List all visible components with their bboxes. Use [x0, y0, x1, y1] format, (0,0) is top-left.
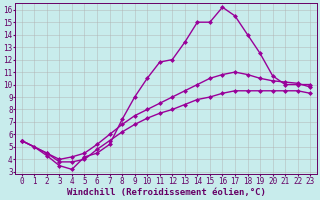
X-axis label: Windchill (Refroidissement éolien,°C): Windchill (Refroidissement éolien,°C) — [67, 188, 266, 197]
